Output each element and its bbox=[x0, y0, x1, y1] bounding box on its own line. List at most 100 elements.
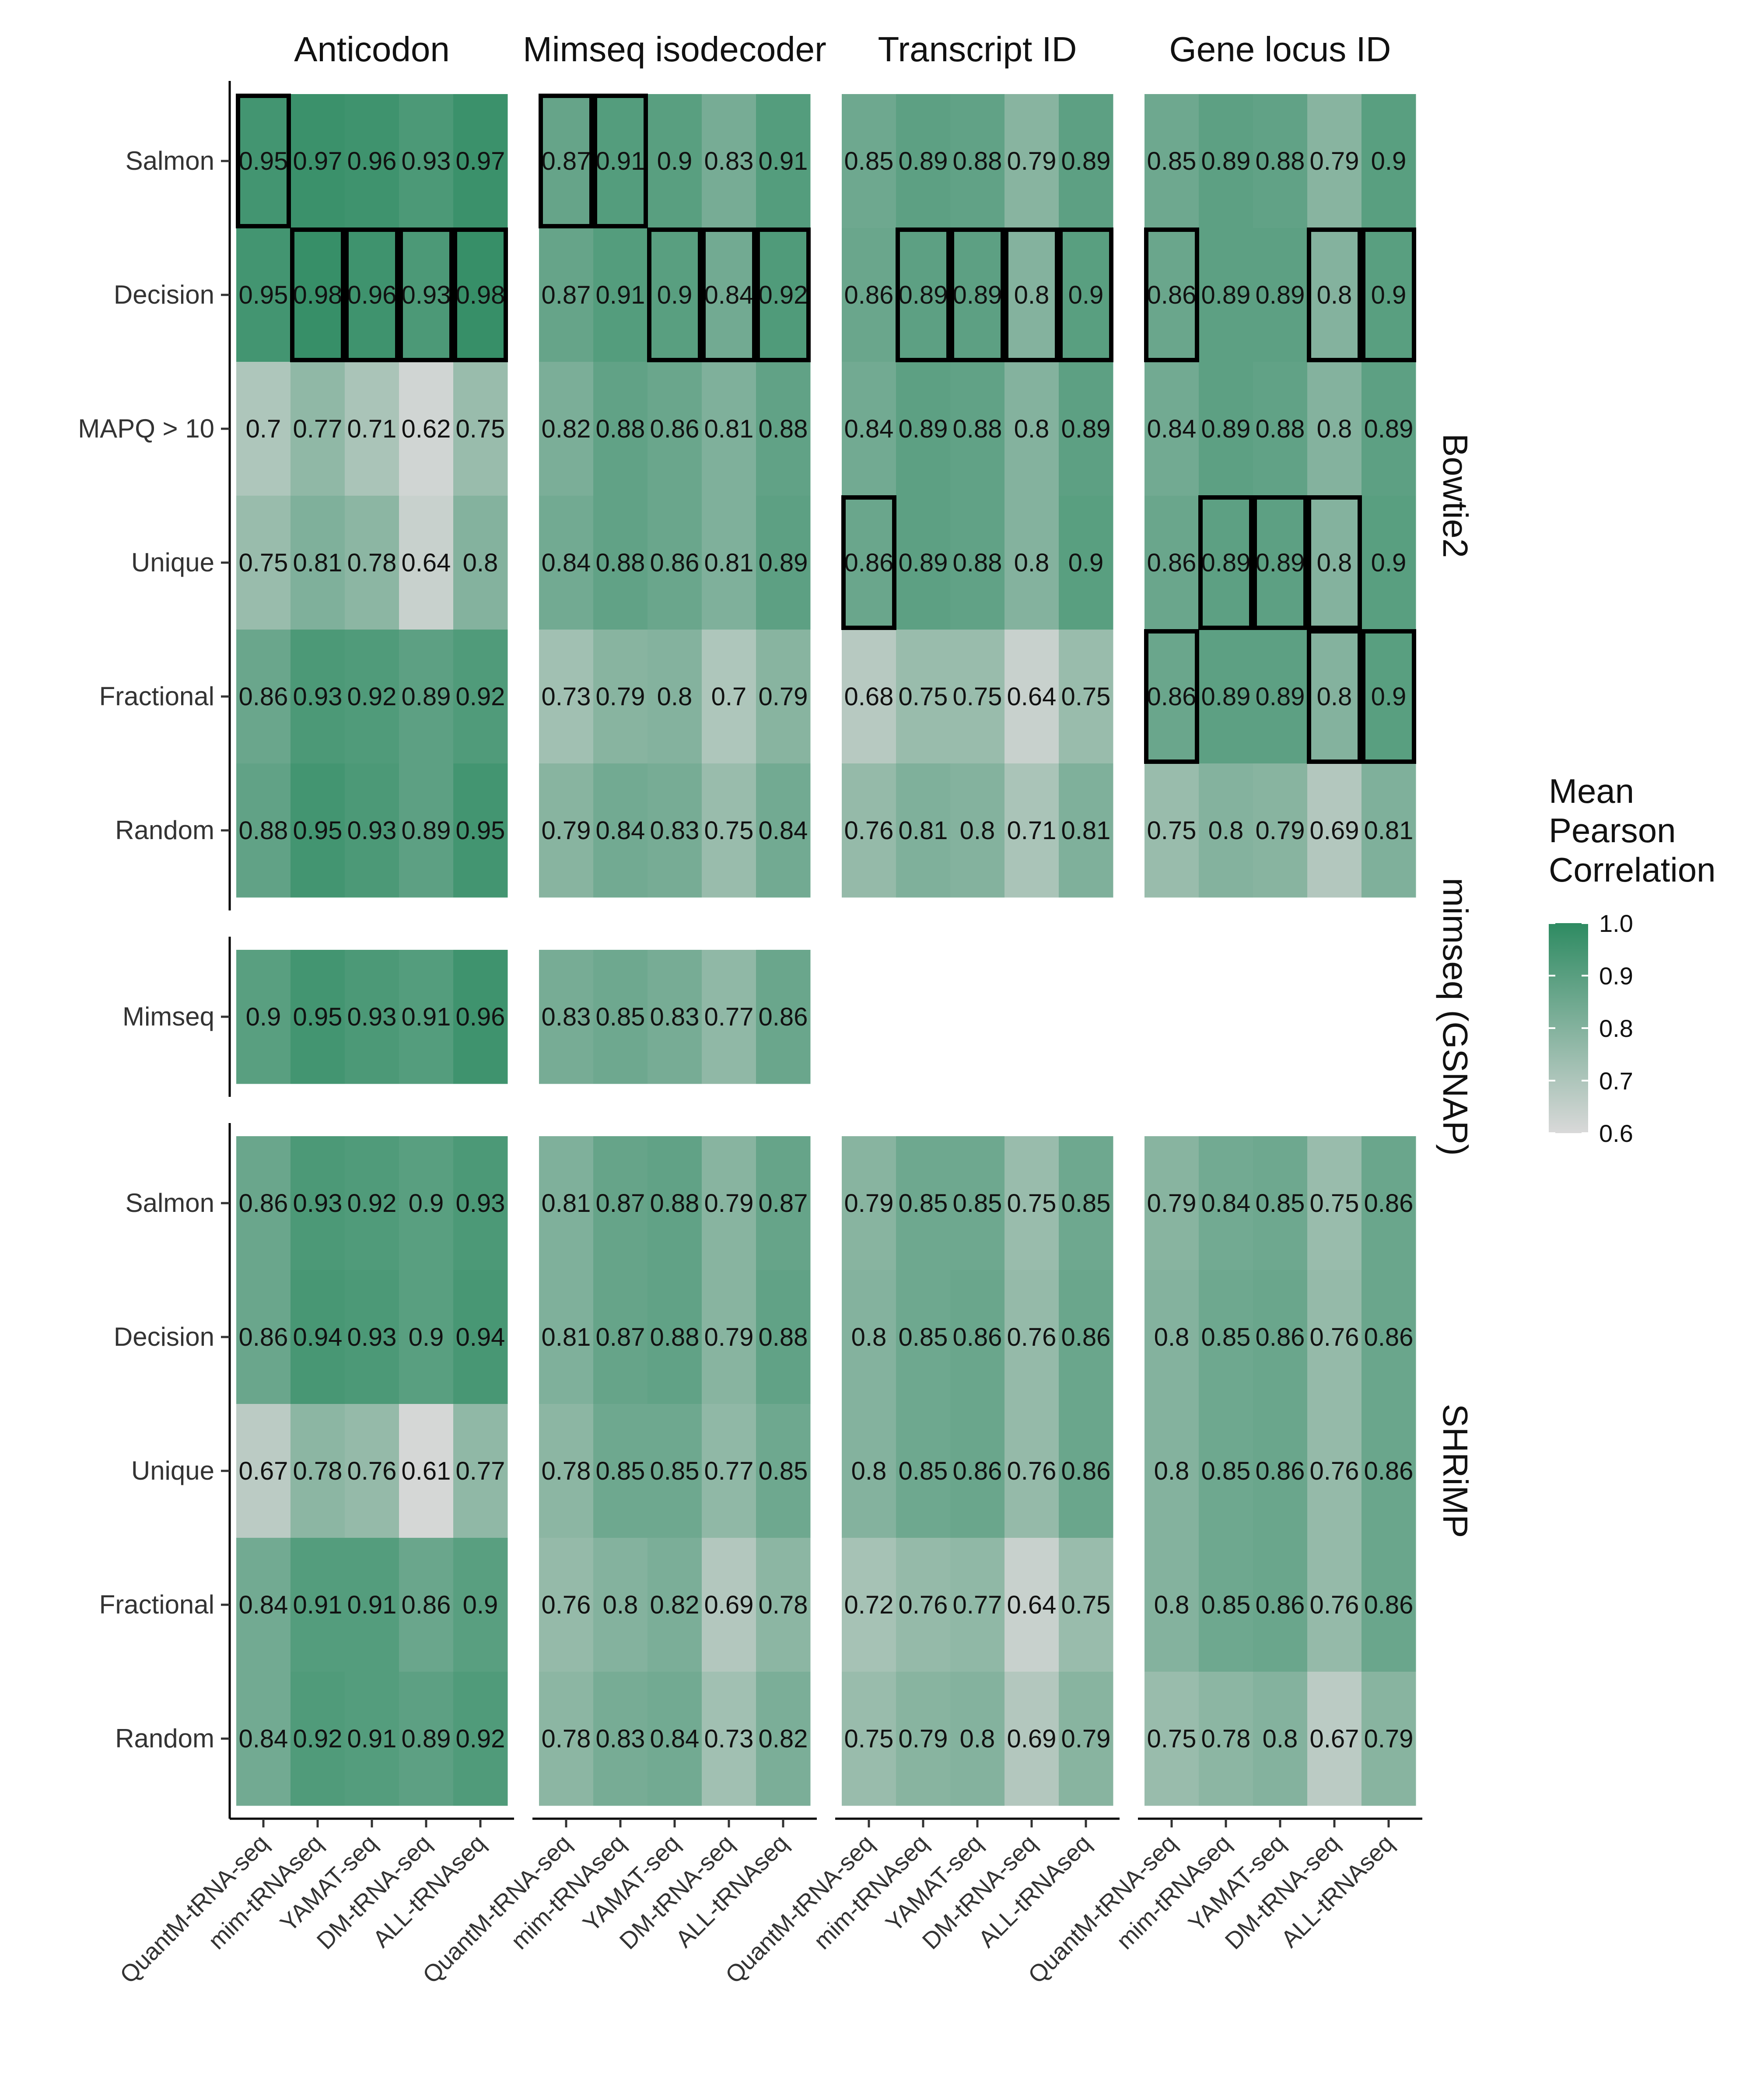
cell-value-label: 0.8 bbox=[1014, 415, 1050, 443]
cell-value-label: 0.84 bbox=[844, 415, 894, 443]
heatmap-cell bbox=[1059, 496, 1113, 630]
heatmap-cell bbox=[1059, 763, 1113, 898]
cell-value-label: 0.75 bbox=[239, 549, 288, 577]
row-panels: 0.95 0.97 0.96 0.93 0.97 0.87 0.91 0.9 0.83 0.91 0… bbox=[78, 81, 1475, 1819]
heatmap-cell bbox=[1199, 1672, 1253, 1806]
cell-value-label: 0.85 bbox=[650, 1457, 700, 1485]
facet-titles: Anticodon Mimseq isodecoder Transcript ID G… bbox=[294, 30, 1391, 69]
cell-value-label: 0.98 bbox=[293, 281, 343, 309]
legend-title: Pearson bbox=[1549, 811, 1676, 850]
cell-value-label: 0.76 bbox=[1007, 1457, 1057, 1485]
row-label: MAPQ > 10 bbox=[78, 414, 214, 443]
cell-value-label: 0.76 bbox=[1310, 1457, 1359, 1485]
heatmap-cell bbox=[539, 362, 594, 496]
cell-value-label: 0.8 bbox=[1154, 1591, 1190, 1619]
heatmap-cell bbox=[756, 1538, 811, 1672]
cell-value-label: 0.91 bbox=[596, 147, 645, 175]
heatmap-cell bbox=[950, 630, 1005, 764]
cell-value-label: 0.92 bbox=[759, 281, 808, 309]
cell-value-label: 0.9 bbox=[1068, 281, 1104, 309]
best-cell-outline bbox=[1253, 495, 1308, 630]
cell-value-label: 0.8 bbox=[1317, 682, 1352, 711]
cell-value-label: 0.75 bbox=[456, 415, 505, 443]
heatmap-cell bbox=[593, 228, 648, 362]
heatmap-cell bbox=[399, 1270, 454, 1404]
cell-value-label: 0.76 bbox=[844, 816, 894, 845]
row-label: Unique bbox=[131, 1456, 214, 1485]
cell-value-label: 0.78 bbox=[347, 549, 397, 577]
heatmap-cell bbox=[1004, 1672, 1059, 1806]
best-cell-outline bbox=[1004, 228, 1059, 362]
cell-value-label: 0.83 bbox=[542, 1003, 591, 1031]
row-facet-label: mimseq (GSNAP) bbox=[1436, 878, 1475, 1156]
cell-value-label: 0.88 bbox=[1256, 147, 1305, 175]
best-cell-outline bbox=[841, 495, 896, 630]
heatmap-cell bbox=[842, 1136, 896, 1270]
heatmap-cell bbox=[1144, 1136, 1199, 1270]
cell-value-label: 0.89 bbox=[1201, 147, 1251, 175]
cell-value-label: 0.69 bbox=[704, 1591, 754, 1619]
heatmap-cell bbox=[453, 630, 508, 764]
heatmap-cell bbox=[236, 496, 291, 630]
cell-value-label: 0.8 bbox=[851, 1323, 887, 1351]
heatmap-cell bbox=[896, 763, 951, 898]
best-cell-outline bbox=[896, 228, 951, 362]
cell-value-label: 0.79 bbox=[704, 1323, 754, 1351]
heatmap-cell bbox=[950, 228, 1005, 362]
heatmap-cell bbox=[1307, 228, 1362, 362]
cell-value-label: 0.88 bbox=[650, 1323, 700, 1351]
heatmap-cell bbox=[1362, 1136, 1416, 1270]
heatmap-cell bbox=[593, 496, 648, 630]
heatmap-cell bbox=[896, 1538, 951, 1672]
heatmap-cell bbox=[453, 1136, 508, 1270]
heatmap-cell bbox=[702, 228, 756, 362]
heatmap-cell bbox=[399, 228, 454, 362]
best-cell-outline bbox=[593, 94, 648, 228]
cell-value-label: 0.88 bbox=[650, 1189, 700, 1218]
cell-value-label: 0.64 bbox=[402, 549, 451, 577]
legend-tick-label: 0.6 bbox=[1599, 1120, 1633, 1147]
heatmap-cell bbox=[539, 1538, 594, 1672]
cell-value-label: 0.88 bbox=[1256, 415, 1305, 443]
cell-value-label: 0.86 bbox=[239, 1323, 288, 1351]
heatmap-cell bbox=[539, 1672, 594, 1806]
heatmap-cell bbox=[1144, 362, 1199, 496]
cell-value-label: 0.79 bbox=[899, 1725, 948, 1753]
heatmap-cell bbox=[1307, 763, 1362, 898]
heatmap-cell bbox=[756, 1672, 811, 1806]
heatmap-cell bbox=[345, 94, 399, 228]
heatmap-cell bbox=[756, 1404, 811, 1538]
cell-value-label: 0.9 bbox=[657, 147, 693, 175]
cell-value-label: 0.79 bbox=[704, 1189, 754, 1218]
heatmap-cell bbox=[1253, 630, 1308, 764]
heatmap-cell bbox=[1362, 362, 1416, 496]
cell-value-label: 0.88 bbox=[953, 147, 1002, 175]
heatmap-cell bbox=[1144, 763, 1199, 898]
best-cell-outline bbox=[1361, 629, 1416, 764]
heatmap-cell bbox=[539, 496, 594, 630]
cell-value-label: 0.81 bbox=[704, 549, 754, 577]
cell-value-label: 0.7 bbox=[246, 415, 281, 443]
best-cell-outline bbox=[1307, 495, 1362, 630]
heatmap-cell bbox=[842, 228, 896, 362]
legend-title: Mean bbox=[1549, 772, 1634, 810]
cell-value-label: 0.8 bbox=[1014, 281, 1050, 309]
heatmap-cell bbox=[1362, 630, 1416, 764]
heatmap-cell bbox=[648, 950, 702, 1084]
heatmap-cell bbox=[539, 228, 594, 362]
cell-value-label: 0.95 bbox=[456, 816, 505, 845]
cell-value-label: 0.9 bbox=[409, 1189, 444, 1218]
heatmap-cell bbox=[648, 362, 702, 496]
best-cell-outline bbox=[1307, 629, 1362, 764]
heatmap-cell bbox=[236, 228, 291, 362]
cell-value-label: 0.89 bbox=[899, 549, 948, 577]
heatmap-cell bbox=[399, 94, 454, 228]
cell-value-label: 0.8 bbox=[960, 1725, 995, 1753]
heatmap-cell bbox=[756, 496, 811, 630]
cell-value-label: 0.8 bbox=[1317, 549, 1352, 577]
heatmap-cell bbox=[593, 1538, 648, 1672]
heatmap-cell bbox=[1307, 94, 1362, 228]
cell-value-label: 0.84 bbox=[542, 549, 591, 577]
cell-value-label: 0.77 bbox=[456, 1457, 505, 1485]
